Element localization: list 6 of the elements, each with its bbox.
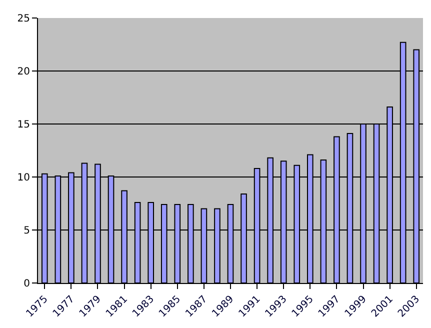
y-tick-label: 20 — [17, 66, 30, 78]
y-tick-label: 10 — [17, 172, 30, 184]
y-tick-label: 0 — [24, 278, 30, 290]
y-tick-label: 15 — [17, 120, 30, 130]
y-tick-label: 5 — [24, 226, 30, 236]
y-tick-label: 25 — [17, 14, 30, 24]
